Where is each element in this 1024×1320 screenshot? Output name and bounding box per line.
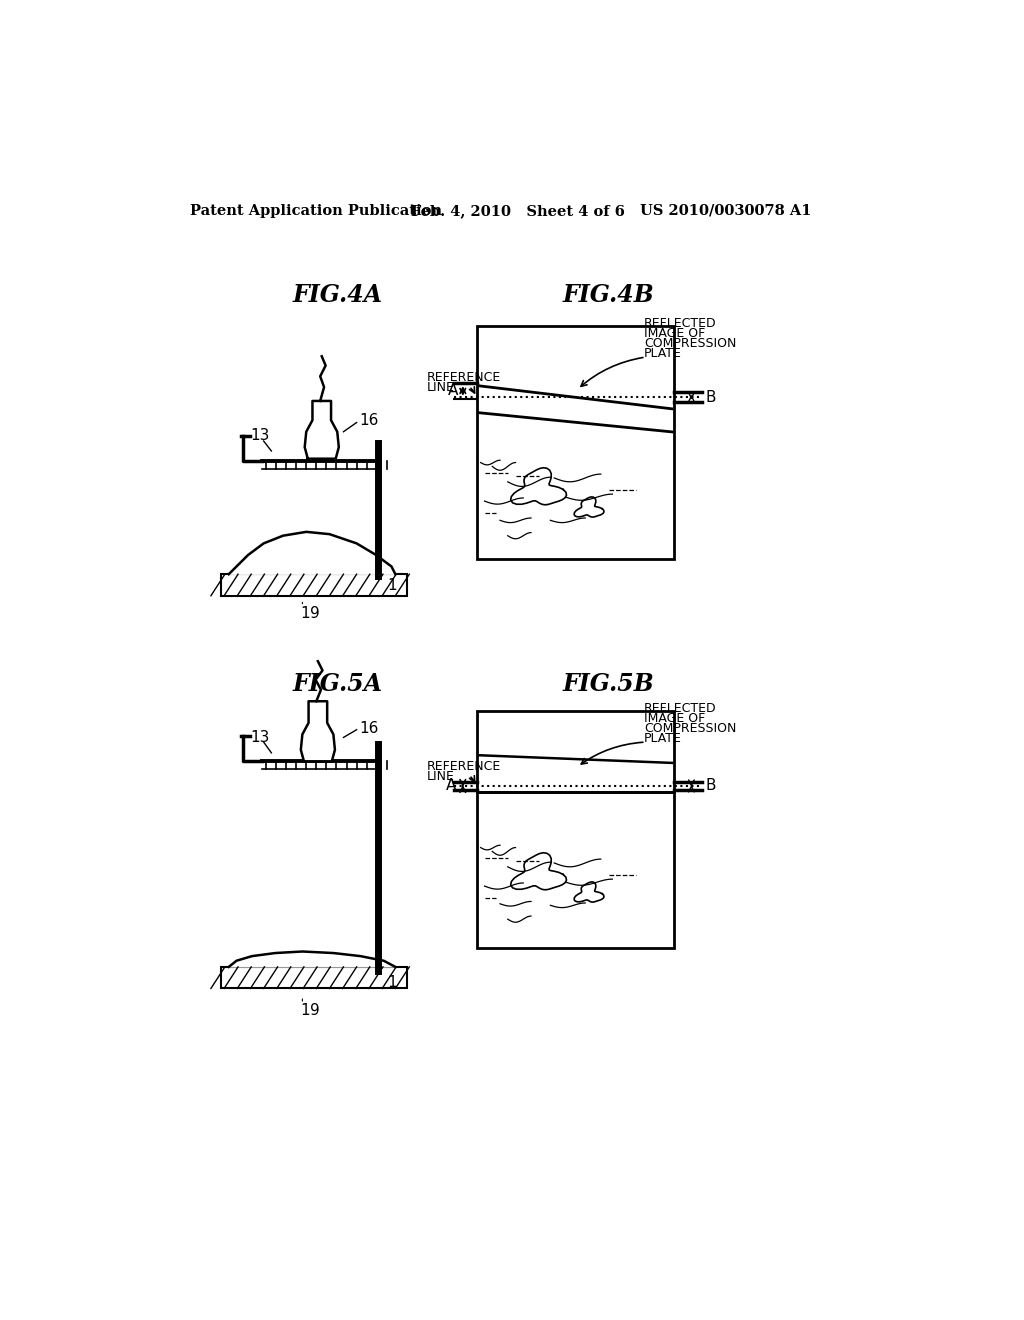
Bar [221, 966, 407, 989]
Text: Feb. 4, 2010   Sheet 4 of 6: Feb. 4, 2010 Sheet 4 of 6 [411, 203, 625, 218]
Text: IMAGE OF: IMAGE OF [644, 713, 706, 726]
Text: 16: 16 [359, 413, 378, 428]
Text: 16: 16 [359, 721, 378, 735]
Text: $\mathregular{19}$: $\mathregular{19}$ [300, 1002, 321, 1018]
Text: FIG.4B: FIG.4B [562, 284, 654, 308]
Text: IMAGE OF: IMAGE OF [644, 327, 706, 341]
Text: B: B [706, 779, 716, 793]
Polygon shape [228, 532, 395, 574]
Text: REFLECTED: REFLECTED [644, 317, 717, 330]
Text: LINE: LINE [427, 770, 455, 783]
Text: 13: 13 [250, 428, 269, 444]
Text: FIG.5B: FIG.5B [562, 672, 654, 697]
Text: A: A [446, 779, 457, 793]
Text: FIG.5A: FIG.5A [292, 672, 382, 697]
Text: REFERENCE: REFERENCE [427, 760, 502, 774]
Text: 1: 1 [388, 974, 397, 990]
Text: FIG.4A: FIG.4A [292, 284, 382, 308]
Text: PLATE: PLATE [644, 347, 682, 360]
Text: REFERENCE: REFERENCE [427, 371, 502, 384]
Text: COMPRESSION: COMPRESSION [644, 722, 736, 735]
Text: REFLECTED: REFLECTED [644, 702, 717, 715]
Text: B: B [706, 389, 716, 405]
Text: COMPRESSION: COMPRESSION [644, 338, 736, 351]
Bar [477, 711, 675, 948]
Text: Patent Application Publication: Patent Application Publication [190, 203, 442, 218]
Text: US 2010/0030078 A1: US 2010/0030078 A1 [640, 203, 811, 218]
Text: 13: 13 [250, 730, 269, 744]
Bar [221, 574, 407, 595]
Polygon shape [305, 401, 339, 459]
Text: PLATE: PLATE [644, 733, 682, 746]
Bar [477, 326, 675, 558]
Text: $\mathregular{19}$: $\mathregular{19}$ [300, 605, 321, 620]
Text: 1: 1 [388, 578, 397, 593]
Text: LINE: LINE [427, 381, 455, 395]
Text: A: A [449, 383, 459, 399]
Polygon shape [301, 701, 335, 762]
Polygon shape [228, 952, 395, 966]
